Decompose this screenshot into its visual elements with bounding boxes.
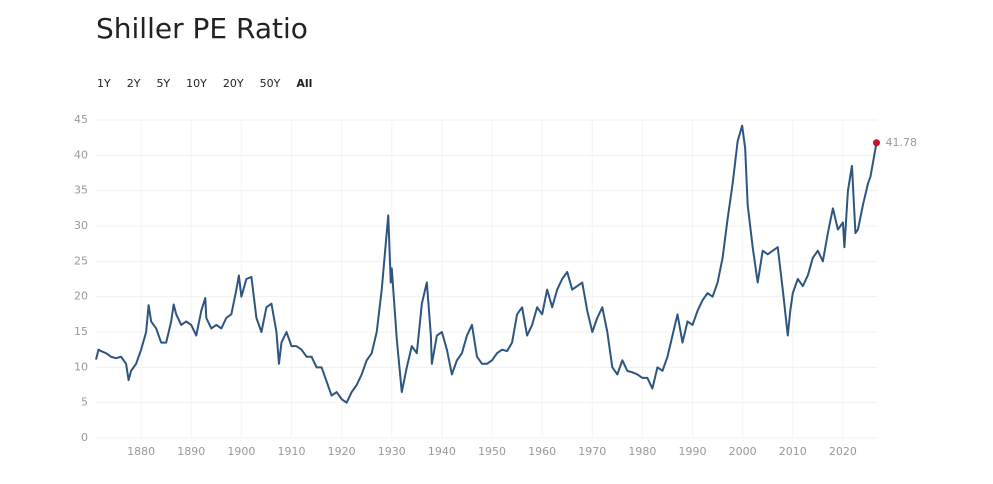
x-tick-label: 1950 (478, 445, 506, 458)
y-tick-label: 40 (74, 148, 88, 161)
range-button[interactable]: 10Y (186, 77, 207, 90)
x-tick-label: 1940 (428, 445, 456, 458)
y-tick-label: 10 (74, 360, 88, 373)
x-tick-label: 1900 (227, 445, 255, 458)
y-tick-label: 20 (74, 290, 88, 303)
series-line (95, 124, 878, 404)
x-tick-label: 1920 (328, 445, 356, 458)
x-tick-label: 1930 (378, 445, 406, 458)
y-tick-label: 15 (74, 325, 88, 338)
x-tick-label: 2010 (779, 445, 807, 458)
y-tick-label: 25 (74, 254, 88, 267)
x-tick-label: 1990 (679, 445, 707, 458)
range-button[interactable]: 2Y (127, 77, 141, 90)
y-tick-label: 30 (74, 219, 88, 232)
y-tick-label: 0 (81, 431, 88, 444)
x-tick-label: 1960 (528, 445, 556, 458)
range-button[interactable]: 20Y (223, 77, 244, 90)
x-tick-label: 2020 (829, 445, 857, 458)
last-value-label: 41.78 (885, 136, 917, 149)
y-tick-label: 5 (81, 396, 88, 409)
last-point (872, 139, 880, 147)
x-tick-label: 1970 (578, 445, 606, 458)
x-tick-label: 1890 (177, 445, 205, 458)
range-button[interactable]: All (296, 77, 312, 90)
chart-title: Shiller PE Ratio (96, 12, 308, 45)
range-button[interactable]: 1Y (97, 77, 111, 90)
range-button[interactable]: 50Y (260, 77, 281, 90)
y-tick-label: 35 (74, 184, 88, 197)
x-tick-label: 1980 (628, 445, 656, 458)
x-tick-label: 2000 (729, 445, 757, 458)
x-tick-label: 1880 (127, 445, 155, 458)
range-button[interactable]: 5Y (156, 77, 170, 90)
x-tick-label: 1910 (278, 445, 306, 458)
y-tick-label: 45 (74, 113, 88, 126)
